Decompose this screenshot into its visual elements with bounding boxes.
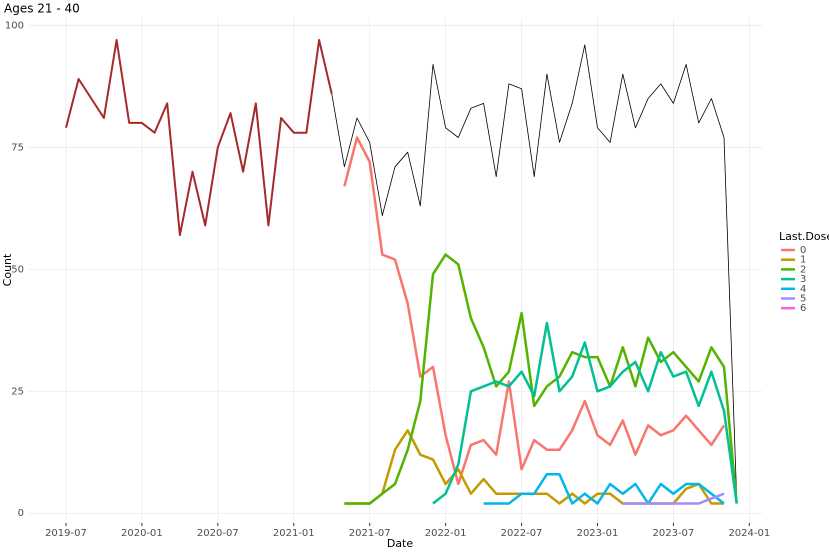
legend-label: 6 [800, 303, 806, 314]
series-line [344, 253, 738, 505]
legend-title: Last.Dose [779, 230, 829, 243]
x-tick-label: 2021-01 [273, 528, 315, 539]
x-tick-label: 2020-01 [121, 528, 163, 539]
series-line [331, 44, 738, 499]
x-tick-label: 2022-07 [501, 528, 543, 539]
y-axis-label: Count [1, 253, 14, 286]
series-line [343, 136, 726, 486]
x-tick-label: 2021-07 [349, 528, 391, 539]
y-tick-label: 0 [18, 508, 24, 519]
x-tick-label: 2022-01 [425, 528, 467, 539]
y-tick-label: 25 [11, 386, 24, 397]
y-tick-label: 75 [11, 142, 24, 153]
chart-title: Ages 21 - 40 [4, 2, 80, 16]
legend-label: 1 [800, 255, 806, 266]
legend-label: 5 [800, 294, 806, 305]
series-line [622, 492, 725, 505]
x-tick-label: 2024-01 [728, 528, 770, 539]
y-tick-label: 100 [5, 20, 24, 31]
series-line [432, 321, 738, 505]
legend-label: 0 [800, 245, 806, 256]
x-tick-label: 2019-07 [45, 528, 87, 539]
x-tick-label: 2023-01 [577, 528, 619, 539]
series-line [483, 472, 725, 505]
x-axis-label: Date [387, 537, 414, 550]
x-tick-label: 2023-07 [653, 528, 695, 539]
legend-label: 3 [800, 274, 806, 285]
legend-label: 2 [800, 264, 806, 275]
y-tick-label: 50 [11, 264, 24, 275]
legend-label: 4 [800, 284, 806, 295]
x-tick-label: 2020-07 [197, 528, 239, 539]
series-line [65, 39, 333, 237]
